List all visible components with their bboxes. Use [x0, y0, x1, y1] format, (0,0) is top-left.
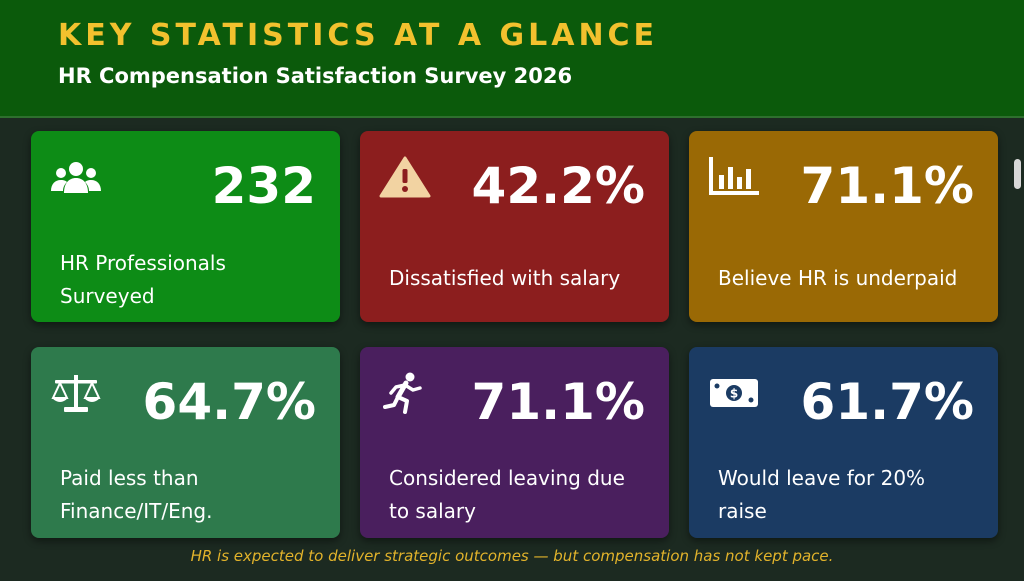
- stat-card-hr-professionals: 232 HR Professionals Surveyed: [31, 131, 340, 322]
- stat-label: HR Professionals Surveyed: [60, 251, 226, 308]
- svg-text:$: $: [730, 387, 738, 401]
- stat-value: 71.1%: [471, 373, 645, 431]
- stat-value: 42.2%: [471, 157, 645, 215]
- warning-icon: [378, 155, 432, 199]
- stat-label: Considered leaving due to salary: [389, 466, 625, 523]
- stat-card-dissatisfied: 42.2% Dissatisfied with salary: [360, 131, 669, 322]
- scales-icon: [49, 371, 103, 415]
- stat-card-underpaid: 71.1% Believe HR is underpaid: [689, 131, 998, 322]
- stat-value: 64.7%: [142, 373, 316, 431]
- money-icon: $: [707, 371, 761, 415]
- users-icon: [49, 155, 103, 199]
- stat-card-would-leave: $ 61.7% Would leave for 20% raise: [689, 347, 998, 538]
- stat-card-considered-leaving: 71.1% Considered leaving due to salary: [360, 347, 669, 538]
- header-banner: KEY STATISTICS AT A GLANCE HR Compensati…: [0, 0, 1024, 118]
- stat-label: Would leave for 20% raise: [718, 466, 926, 523]
- stat-label: Dissatisfied with salary: [389, 266, 621, 290]
- stat-value: 232: [211, 157, 316, 215]
- stat-value: 71.1%: [800, 157, 974, 215]
- stat-value: 61.7%: [800, 373, 974, 431]
- stat-label: Paid less than Finance/IT/Eng.: [60, 466, 213, 523]
- stat-card-paid-less: 64.7% Paid less than Finance/IT/Eng.: [31, 347, 340, 538]
- running-person-icon: [378, 371, 432, 415]
- scrollbar-thumb[interactable]: [1014, 159, 1021, 189]
- stat-label: Believe HR is underpaid: [718, 266, 958, 290]
- bar-chart-icon: [707, 155, 761, 199]
- page-title: KEY STATISTICS AT A GLANCE: [58, 18, 659, 53]
- page-subtitle: HR Compensation Satisfaction Survey 2026: [58, 64, 573, 88]
- footer-note: HR is expected to deliver strategic outc…: [190, 547, 834, 565]
